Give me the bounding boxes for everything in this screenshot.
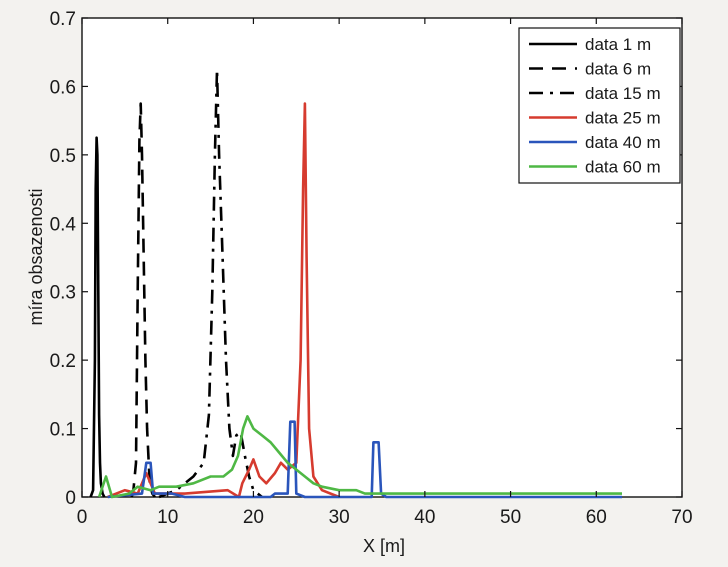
x-tick-label: 40: [414, 507, 435, 528]
legend-label-6: data 60 m: [585, 158, 661, 177]
series-line-3: [158, 68, 263, 499]
x-tick-label: 30: [329, 507, 350, 528]
axis-tick-labels: 0 10 20 30 40 50 60 70 0 0.1 0.2 0.3 0.4 0.5 0.6 0.7: [50, 9, 693, 528]
y-axis-title: míra obsazenosti: [26, 188, 46, 325]
x-tick-label: 20: [243, 507, 264, 528]
x-tick-label: 70: [671, 507, 692, 528]
x-tick-label: 10: [157, 507, 178, 528]
legend-label-3: data 15 m: [585, 84, 661, 103]
legend-label-1: data 1 m: [585, 35, 651, 54]
series-line-2: [130, 102, 156, 498]
y-tick-label: 0: [65, 488, 76, 509]
y-tick-label: 0.3: [50, 283, 76, 304]
series-line-5: [107, 420, 622, 499]
legend-box: [518, 27, 681, 184]
x-tick-label: 60: [586, 507, 607, 528]
x-axis-title: X [m]: [363, 536, 405, 556]
y-tick-label: 0.2: [50, 351, 76, 372]
y-tick-label: 0.5: [50, 146, 76, 167]
legend-label-2: data 6 m: [585, 60, 651, 79]
y-tick-label: 0.4: [50, 214, 77, 235]
x-tick-label: 50: [500, 507, 521, 528]
legend: data 1 m data 6 m data 15 m data 25 m data 4…: [518, 27, 681, 184]
series-line-6: [97, 415, 622, 499]
y-tick-label: 0.7: [50, 9, 76, 30]
legend-label-4: data 25 m: [585, 109, 661, 128]
legend-label-5: data 40 m: [585, 133, 661, 152]
x-tick-label: 0: [77, 507, 88, 528]
y-tick-label: 0.1: [50, 420, 76, 441]
series-group: [89, 68, 622, 499]
y-tick-label: 0.6: [50, 77, 76, 98]
series-line-1: [89, 136, 106, 498]
